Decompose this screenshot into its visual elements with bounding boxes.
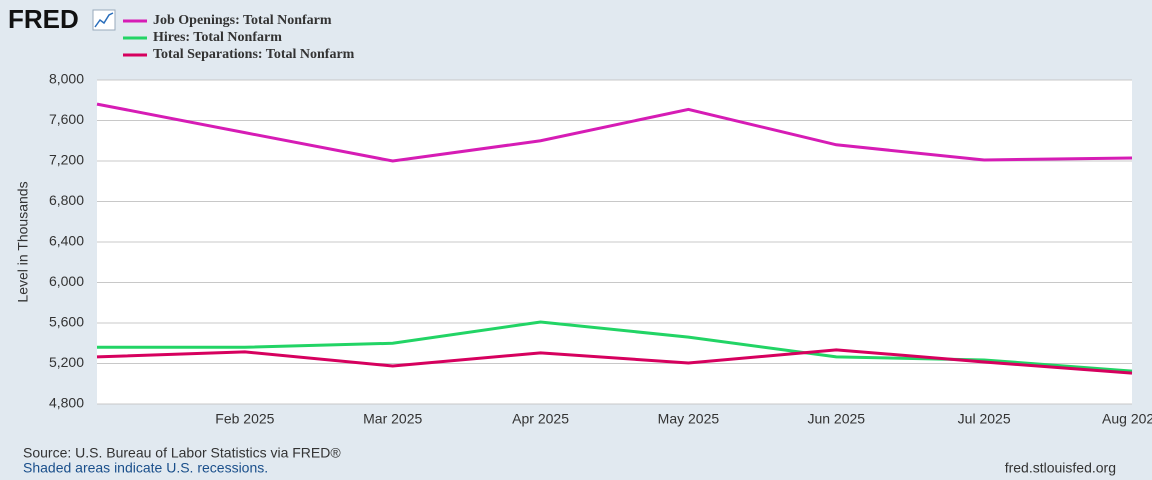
x-tick-label: Feb 2025 [215,411,274,427]
x-tick-label: Apr 2025 [512,411,569,427]
y-tick-label: 7,600 [49,111,84,127]
site: fred.stlouisfed.org [1005,460,1116,476]
logo: FRED [8,4,79,34]
y-tick-label: 5,600 [49,314,84,330]
series-line [96,348,1133,375]
y-tick-label: 6,400 [49,233,84,249]
x-tick-label: Aug 2025 [1102,411,1152,427]
y-tick-label: 6,000 [49,273,84,289]
y-tick-label: 6,800 [49,192,84,208]
logo-icon [92,9,116,31]
y-axis-label: Level in Thousands [15,181,31,302]
y-tick-label: 5,200 [49,354,84,370]
y-tick-label: 8,000 [49,71,84,87]
x-tick-label: Jun 2025 [807,411,865,427]
x-tick-label: Mar 2025 [363,411,422,427]
legend-label: Total Separations: Total Nonfarm [153,47,355,62]
legend-label: Job Openings: Total Nonfarm [153,13,332,28]
legend-label: Hires: Total Nonfarm [153,30,282,45]
y-tick-label: 7,200 [49,152,84,168]
note: Shaded areas indicate U.S. recessions. [23,460,268,476]
x-tick-label: Jul 2025 [958,411,1011,427]
source: Source: U.S. Bureau of Labor Statistics … [23,445,341,461]
series-line [96,102,1133,163]
x-tick-label: May 2025 [658,411,720,427]
y-tick-label: 4,800 [49,395,84,411]
